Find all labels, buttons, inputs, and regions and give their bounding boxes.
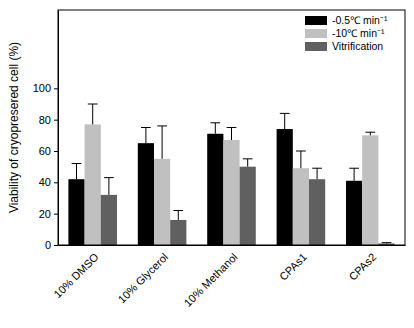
bar	[362, 135, 378, 245]
tick-mark	[54, 120, 58, 121]
tick-label: 10% Methanol	[181, 251, 239, 309]
bar	[154, 159, 170, 245]
tick-mark	[54, 151, 58, 152]
bar	[138, 143, 154, 245]
legend-swatch	[305, 16, 327, 25]
marks	[68, 104, 394, 245]
series	[101, 159, 395, 245]
series	[68, 113, 362, 245]
bar	[346, 181, 362, 245]
tick-mark	[54, 182, 58, 183]
x-axis: 10% DMSO 10% Glycerol10% Methanol CPAs1 CPA…	[51, 246, 405, 309]
bar	[293, 168, 309, 245]
error-bar	[72, 164, 82, 180]
tick: 100	[33, 82, 58, 94]
legend-swatch	[305, 29, 327, 38]
tick: CPAs1	[277, 251, 309, 283]
bar	[223, 140, 239, 245]
tick-label: 100	[33, 82, 51, 94]
bar	[170, 220, 186, 245]
error-bar	[227, 128, 237, 141]
tick: 20	[39, 208, 58, 220]
plot-frame	[58, 10, 405, 245]
error-bar	[173, 211, 183, 220]
legend-swatch	[305, 42, 327, 51]
tick: 40	[39, 176, 58, 188]
tick-label: 60	[39, 145, 51, 157]
chart: 0 20 40 60 80 100 10% DMSO 10% Glycerol10% Meth…	[0, 0, 414, 328]
tick-mark	[54, 245, 58, 246]
error-bar	[296, 151, 306, 168]
error-bar	[210, 123, 220, 134]
plot: 0 20 40 60 80 100 10% DMSO 10% Glycerol10% Meth…	[33, 10, 406, 309]
tick-label: 10% Glycerol	[115, 251, 170, 306]
legend-label: -10℃ min⁻¹	[332, 27, 385, 39]
tick: 10% Glycerol	[115, 251, 170, 306]
tick-label: 20	[39, 208, 51, 220]
tick-label: 0	[45, 239, 51, 251]
tick: 0	[45, 239, 58, 251]
error-bar	[365, 132, 375, 135]
tick: CPAs2	[346, 251, 378, 283]
tick-mark	[54, 88, 58, 89]
bar	[85, 124, 101, 245]
legend-item: Vitrification	[305, 40, 383, 52]
tick-label: CPAs2	[346, 251, 378, 283]
bar	[240, 167, 256, 245]
tick: 10% Methanol	[181, 251, 239, 309]
tick-label: 10% DMSO	[51, 250, 101, 300]
tick-label: 40	[39, 176, 51, 188]
legend: -0.5℃ min⁻¹-10℃ min⁻¹Vitrification	[305, 14, 388, 52]
series	[85, 104, 379, 245]
tick-label: CPAs1	[277, 251, 309, 283]
bar	[207, 134, 223, 245]
error-bar	[104, 178, 114, 195]
x-axis-line	[59, 245, 406, 246]
error-bar	[349, 168, 359, 181]
tick: 60	[39, 145, 58, 157]
bar	[68, 179, 84, 245]
y-axis-title: Viability of cryopresered cell (%)	[7, 42, 21, 213]
error-bar	[243, 159, 253, 167]
y-axis: 0 20 40 60 80 100	[33, 11, 59, 252]
error-bar	[280, 113, 290, 129]
bar	[101, 195, 117, 245]
error-bar	[312, 168, 322, 179]
legend-item: -0.5℃ min⁻¹	[305, 14, 388, 26]
error-bar	[88, 104, 98, 124]
tick-mark	[54, 214, 58, 215]
tick: 10% DMSO	[51, 250, 101, 300]
tick-label: 80	[39, 114, 51, 126]
error-bar	[141, 128, 151, 144]
bar	[309, 179, 325, 245]
tick: 80	[39, 114, 58, 126]
legend-label: -0.5℃ min⁻¹	[332, 14, 388, 26]
bar	[277, 129, 293, 245]
legend-label: Vitrification	[332, 40, 383, 52]
error-bar	[157, 126, 167, 159]
error-bar	[382, 242, 392, 244]
y-axis-line	[58, 11, 59, 246]
legend-item: -10℃ min⁻¹	[305, 27, 385, 39]
